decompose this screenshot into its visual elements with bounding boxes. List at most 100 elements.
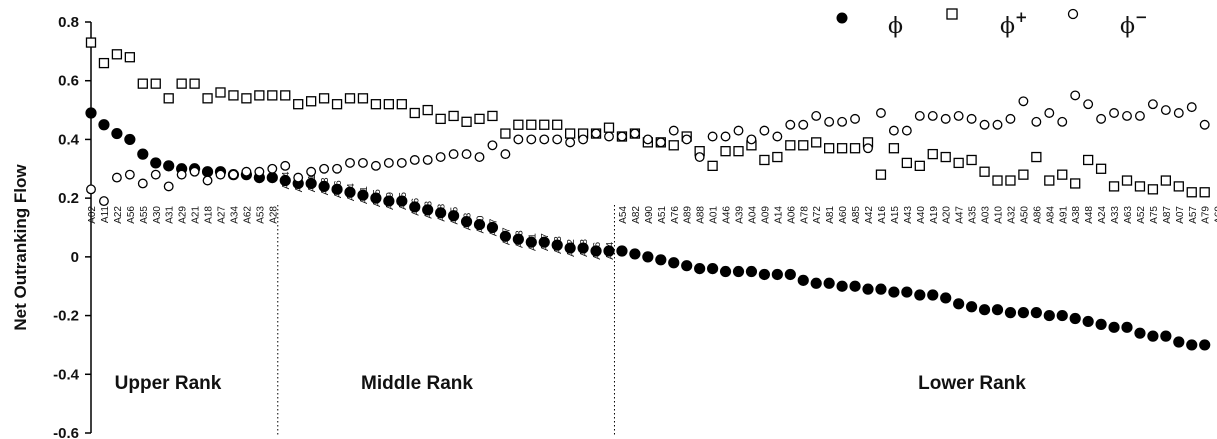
phi-point [681,260,693,272]
phi-point [163,160,175,172]
phi-minus-point [746,134,757,145]
phi-plus-point [409,107,420,119]
category-label: A15 [890,206,901,224]
phi-plus-point [267,90,278,101]
category-label: A22 [113,206,124,224]
category-label: A34 [229,206,240,224]
phi-minus-point [345,157,355,168]
phi-plus-point [435,113,446,125]
phi-point [266,171,278,184]
phi-plus-point [357,93,369,104]
category-label: A01 [709,206,720,224]
legend-label: ϕ+ [1000,8,1028,39]
category-label: A42 [864,206,875,224]
category-label: A91 [1058,206,1069,224]
phi-minus-point [396,157,407,168]
phi-plus-point [124,52,135,63]
category-label: A75 [1149,206,1160,224]
phi-minus-point [461,149,472,160]
phi-plus-point [163,93,174,104]
category-label: A07 [1175,206,1186,224]
phi-plus-point [448,110,459,122]
phi-plus-point [500,128,511,139]
phi-minus-point [1147,99,1158,110]
phi-plus-point [1070,178,1081,189]
category-label: A03 [981,206,992,224]
phi-point [875,283,887,295]
phi-minus-point [202,175,213,186]
phi-point [305,177,317,190]
phi-point [836,280,848,292]
phi-plus-point [720,146,731,157]
phi-minus-point [642,134,653,145]
category-label: A48 [1084,206,1095,224]
phi-point [978,304,991,316]
phi-plus-point [565,128,576,139]
phi-plus-point [318,93,330,104]
phi-plus-point [901,157,912,169]
phi-minus-point [435,152,446,162]
legend-phi-plus-marker [946,8,958,20]
category-label: A47 [955,206,966,224]
phi-point [784,268,796,281]
phi-plus-point [953,157,964,169]
phi-minus-point [280,160,291,171]
phi-plus-point [707,160,718,172]
phi-plus-point [733,146,744,157]
phi-minus-point [1018,96,1029,107]
phi-point [1082,315,1094,328]
phi-minus-point [1109,108,1120,118]
phi-minus-point [927,110,938,121]
phi-plus-point [254,90,265,101]
phi-point [577,242,589,254]
phi-plus-point [422,104,433,116]
phi-plus-point [293,99,304,110]
phi-point [564,242,576,254]
phi-plus-point [526,119,537,130]
phi-minus-point [1031,116,1042,127]
phi-minus-point [824,116,835,127]
phi-minus-point [1083,99,1094,110]
phi-minus-point [837,116,848,127]
phi-point [862,283,874,295]
category-label: A56 [126,206,137,224]
phi-minus-point [1186,102,1197,113]
phi-point [448,210,460,222]
phi-minus-point [914,110,925,121]
phi-plus-point [785,140,796,151]
phi-point [1069,312,1081,325]
category-label: A10 [994,206,1005,224]
phi-minus-point [966,113,977,124]
phi-plus-point [1005,175,1016,186]
category-label: A86 [1032,206,1043,224]
phi-plus-point [98,57,110,69]
category-label: A30 [152,206,163,224]
phi-plus-point [1199,187,1210,198]
phi-plus-point [1083,154,1094,166]
phi-point [370,192,382,204]
phi-point [525,236,537,248]
phi-point [797,274,809,286]
category-label: A62 [242,206,253,224]
phi-minus-point [591,128,602,139]
phi-point [655,254,667,266]
phi-minus-point [228,169,239,180]
phi-plus-point [383,99,395,110]
legend-phi-minus-marker [1067,8,1079,20]
phi-minus-point [617,131,627,142]
phi-point [901,286,913,298]
phi-plus-point [1121,175,1133,186]
phi-minus-point [940,113,951,124]
y-tick-label: 0.2 [58,190,79,207]
category-label: A19 [929,206,940,224]
category-label: A78 [799,206,810,224]
category-label: A76 [670,206,681,224]
category-label: A16 [877,206,888,224]
phi-minus-point [306,166,317,177]
category-label: A21 [191,206,202,224]
category-label: A40 [916,206,927,224]
phi-point [331,183,343,195]
rank-boundaries [277,205,615,436]
phi-plus-point [1031,151,1042,163]
phi-plus-point [539,119,550,130]
